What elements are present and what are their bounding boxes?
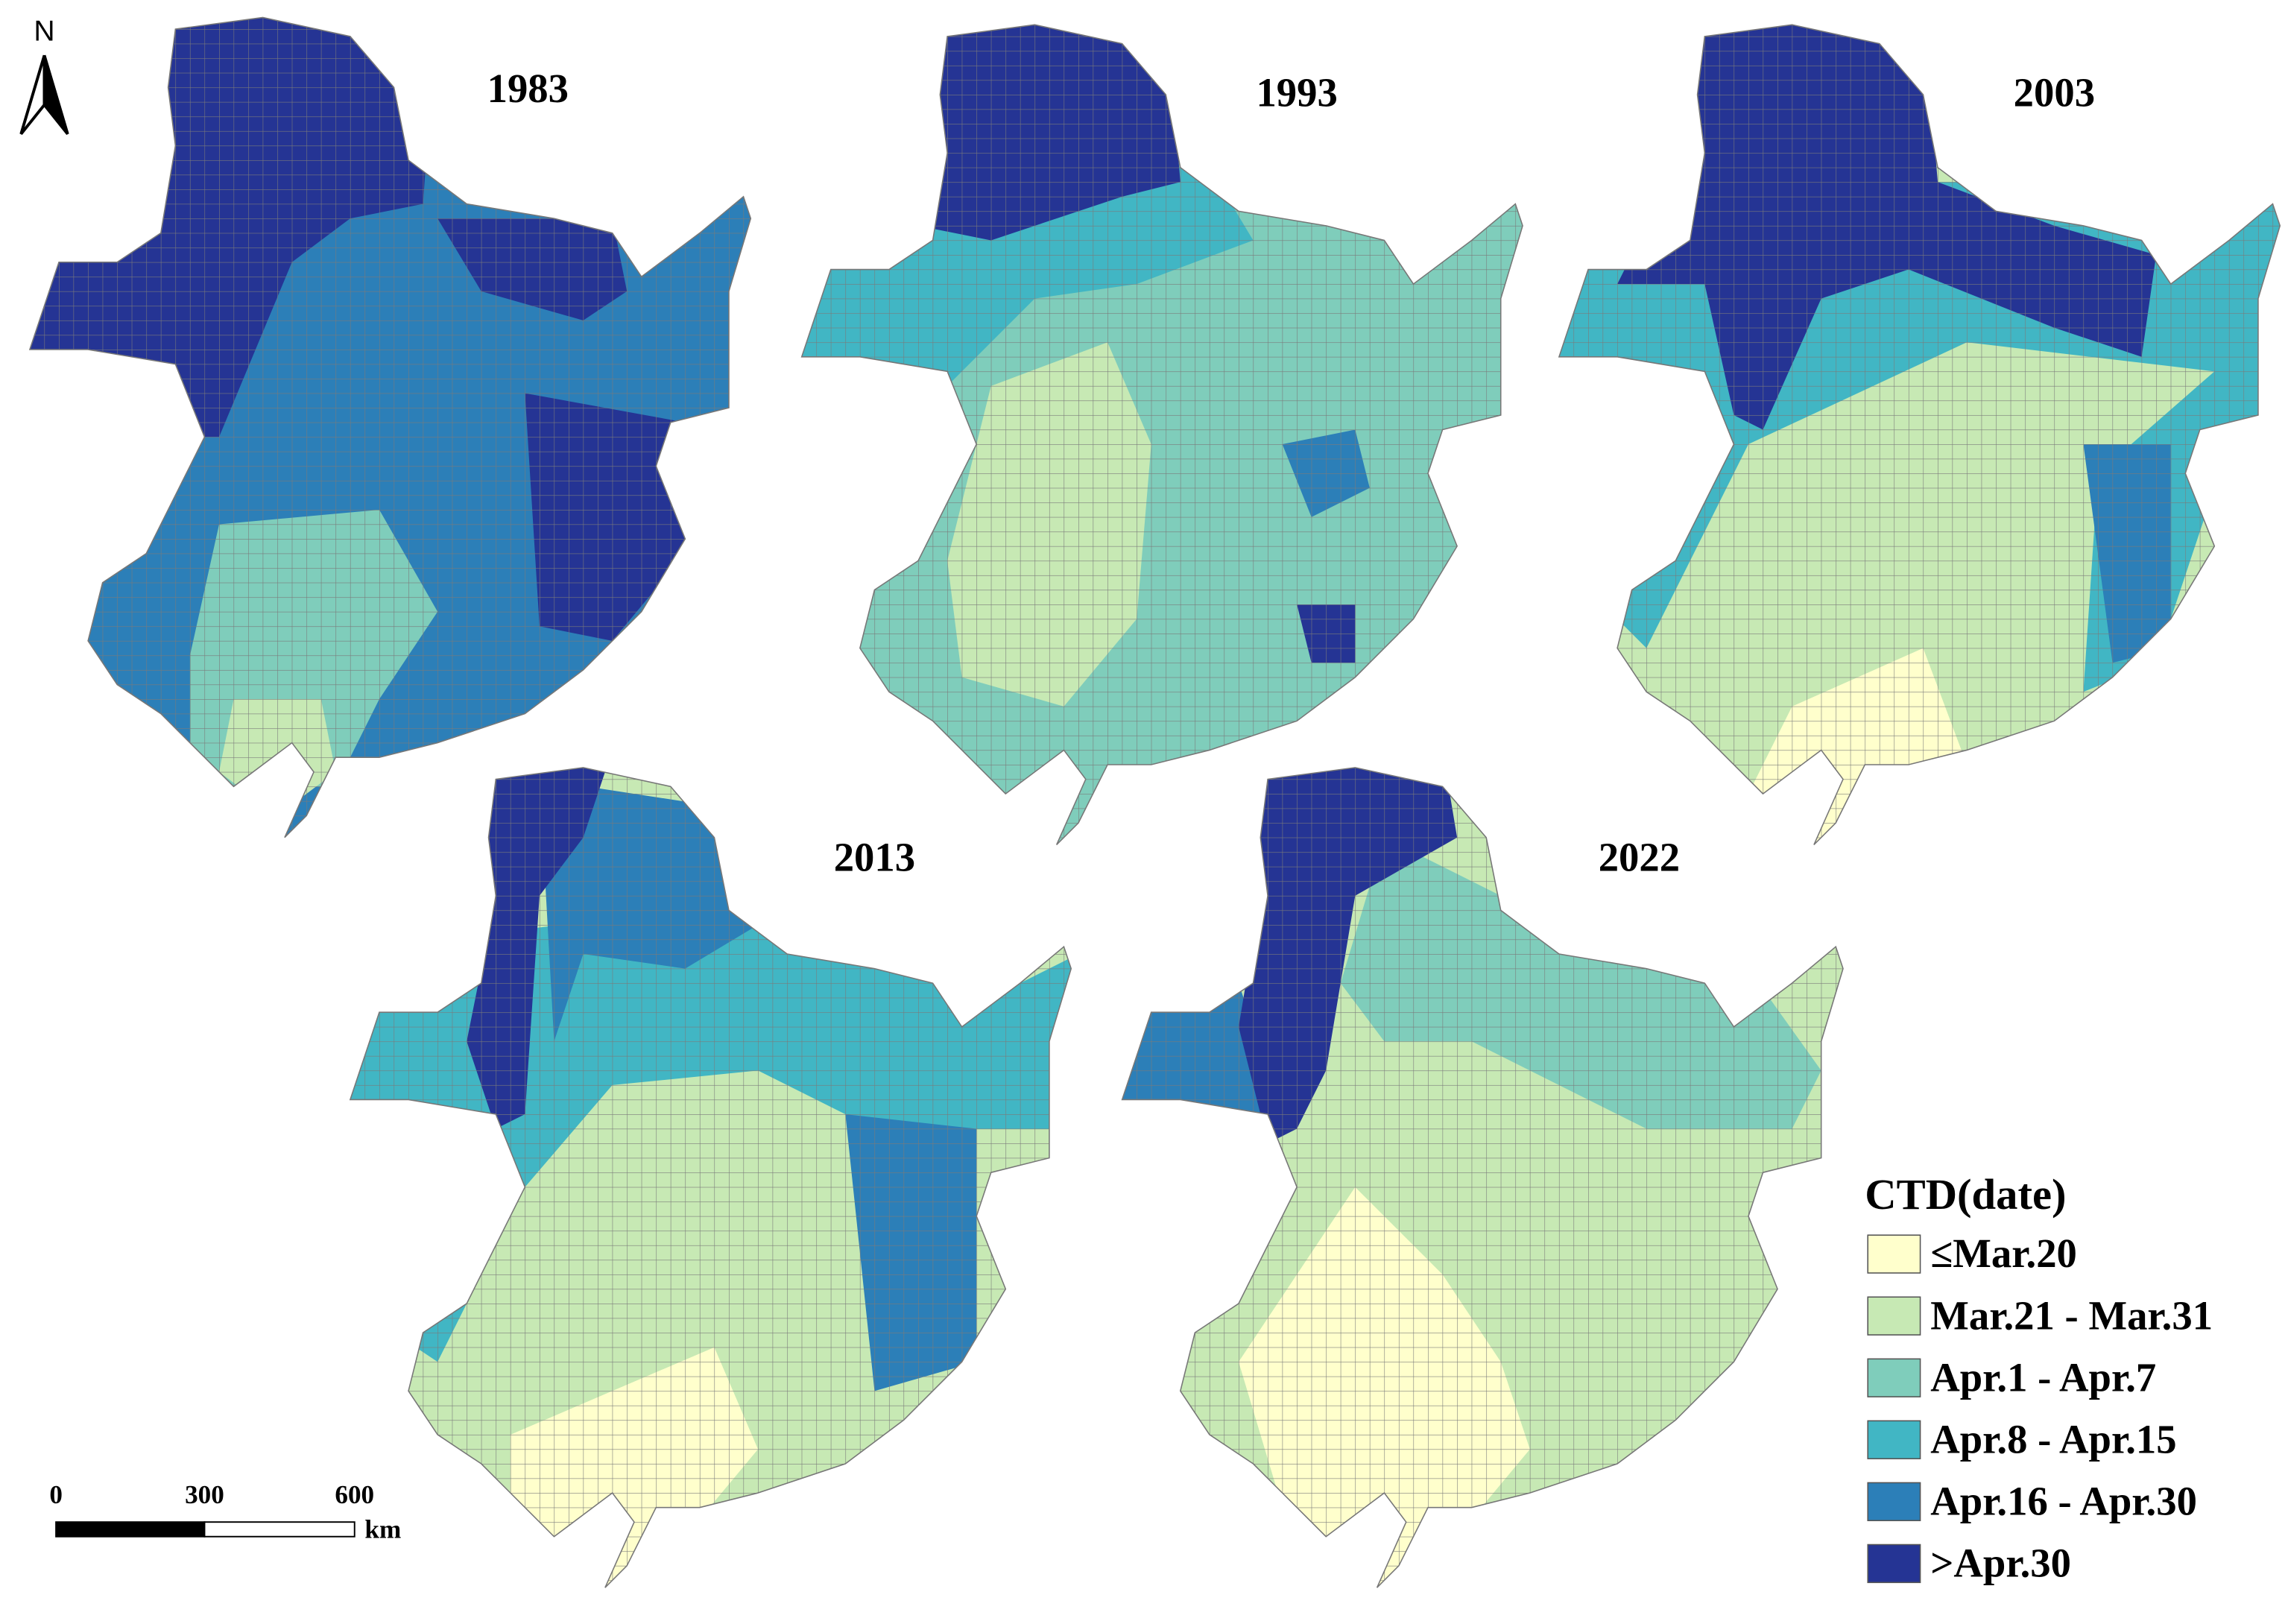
zones: [1558, 25, 2281, 845]
zones: [29, 17, 751, 838]
map-panel: [1121, 767, 1844, 1588]
legend-label: Apr.16 - Apr.30: [1930, 1478, 2197, 1523]
map-panel: [1558, 24, 2281, 846]
grid-cells: [801, 25, 1523, 845]
scale-unit: km: [364, 1515, 401, 1544]
panel-year: 2013: [834, 835, 915, 880]
legend-swatch: [1867, 1420, 1921, 1459]
map-panel: [28, 16, 752, 838]
panel-year: 2003: [2014, 70, 2095, 116]
panel-year: 1993: [1256, 70, 1337, 116]
scale-label: 600: [335, 1480, 374, 1509]
boundary: [1558, 24, 2281, 846]
legend-label: Apr.1 - Apr.7: [1930, 1354, 2156, 1400]
legend-label: >Apr.30: [1930, 1540, 2071, 1585]
grid-cells: [350, 767, 1072, 1588]
legend: CTD(date) ≤Mar.20 Mar.21 - Mar.31 Apr.1 - …: [1865, 1170, 2213, 1585]
legend-swatch: [1867, 1482, 1921, 1522]
north-arrow: N: [19, 16, 69, 136]
scale-label: 300: [185, 1480, 224, 1509]
scale-label: 0: [49, 1480, 63, 1509]
north-label: N: [34, 16, 54, 48]
legend-title: CTD(date): [1865, 1170, 2066, 1219]
boundary: [349, 767, 1072, 1588]
zones: [801, 25, 1523, 845]
boundary: [28, 16, 752, 838]
map-panel: [800, 24, 1523, 846]
legend-swatch: [1867, 1234, 1921, 1274]
boundary: [1121, 767, 1844, 1588]
map-panel: [349, 767, 1072, 1588]
scale-bar: 0 300 600 km: [49, 1480, 401, 1544]
grid-cells: [1122, 767, 1843, 1588]
legend-swatch: [1867, 1296, 1921, 1336]
legend-label: Mar.21 - Mar.31: [1930, 1292, 2213, 1338]
grid-cells: [29, 17, 751, 838]
zones: [1122, 767, 1843, 1588]
zones: [350, 767, 1072, 1588]
legend-label: ≤Mar.20: [1930, 1230, 2077, 1276]
panel-year: 1983: [487, 66, 569, 111]
legend-swatch: [1867, 1358, 1921, 1397]
legend-label: Apr.8 - Apr.15: [1930, 1416, 2176, 1462]
boundary: [800, 24, 1523, 846]
panel-year: 2022: [1599, 835, 1680, 880]
grid-cells: [1558, 25, 2281, 845]
legend-swatch: [1867, 1544, 1921, 1584]
